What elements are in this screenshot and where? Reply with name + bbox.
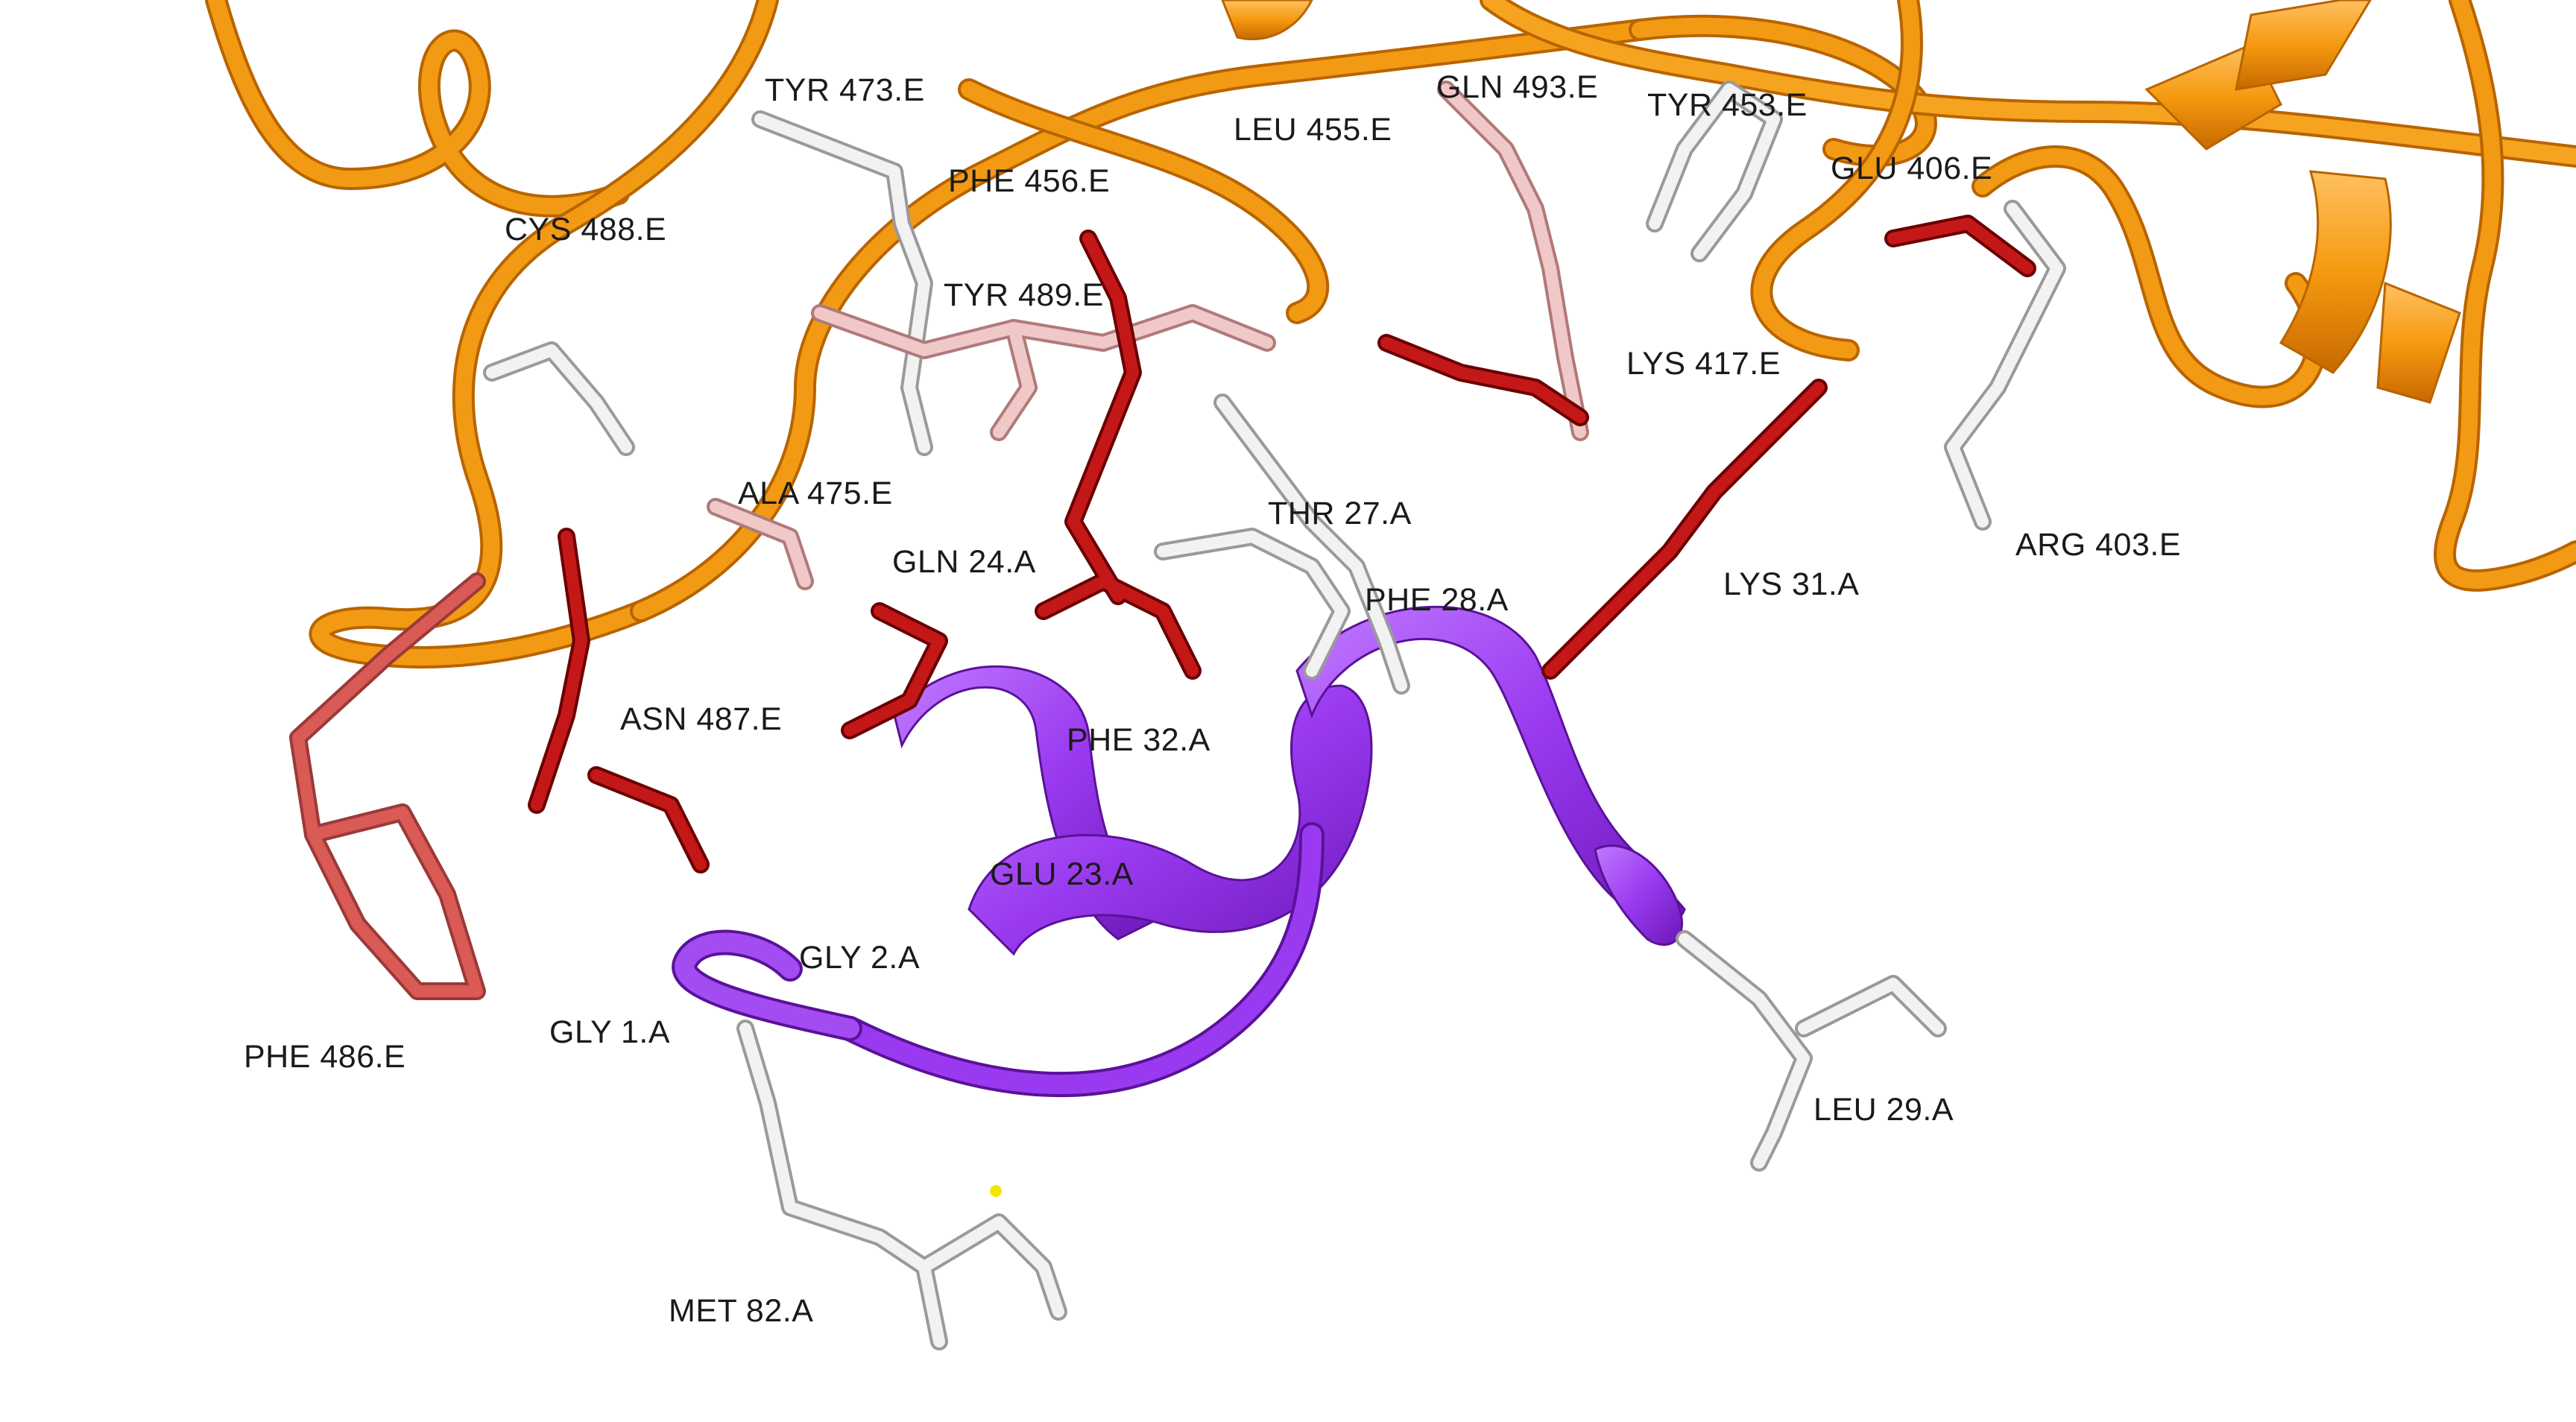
label-ala475e: ALA 475.E bbox=[738, 475, 893, 511]
label-met82a: MET 82.A bbox=[669, 1293, 814, 1329]
label-lys31a: LYS 31.A bbox=[1723, 566, 1860, 602]
label-leu29a: LEU 29.A bbox=[1813, 1092, 1954, 1128]
label-tyr489e: TYR 489.E bbox=[944, 277, 1104, 313]
label-phe28a: PHE 28.A bbox=[1365, 582, 1509, 618]
pink-residues bbox=[707, 80, 1589, 590]
receptor-ribbon bbox=[205, 0, 2576, 669]
label-asn487e: ASN 487.E bbox=[620, 701, 783, 737]
label-gln24a: GLN 24.A bbox=[892, 544, 1036, 580]
label-tyr473e: TYR 473.E bbox=[765, 72, 925, 108]
label-phe486e: PHE 486.E bbox=[244, 1039, 406, 1075]
label-phe456e: PHE 456.E bbox=[948, 163, 1111, 199]
peptide-ribbon bbox=[672, 605, 1686, 1098]
label-thr27a: THR 27.A bbox=[1268, 496, 1412, 531]
sulfur-atom bbox=[990, 1185, 1002, 1197]
red-residues bbox=[528, 215, 2036, 873]
label-phe32a: PHE 32.A bbox=[1067, 722, 1210, 758]
label-gly2a: GLY 2.A bbox=[799, 940, 921, 976]
label-cys488e: CYS 488.E bbox=[505, 212, 667, 247]
label-tyr453e: TYR 453.E bbox=[1647, 87, 1808, 123]
label-arg403e: ARG 403.E bbox=[2015, 527, 2181, 563]
label-glu23a: GLU 23.A bbox=[990, 856, 1134, 892]
label-gly1a: GLY 1.A bbox=[549, 1014, 671, 1050]
white-residues bbox=[483, 80, 2066, 1350]
label-lys417e: LYS 417.E bbox=[1626, 346, 1781, 382]
label-gln493e: GLN 493.E bbox=[1436, 69, 1599, 105]
salmon-residue bbox=[289, 572, 486, 1000]
label-leu455e: LEU 455.E bbox=[1234, 112, 1392, 148]
label-glu406e: GLU 406.E bbox=[1831, 151, 1993, 186]
